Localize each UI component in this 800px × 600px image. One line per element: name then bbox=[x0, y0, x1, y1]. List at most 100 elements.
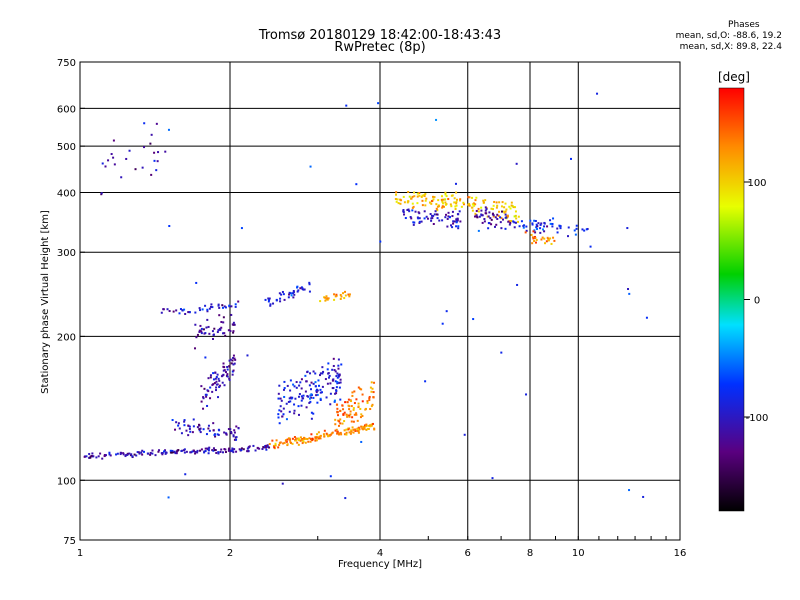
data-point bbox=[181, 309, 184, 312]
data-point bbox=[107, 159, 110, 162]
data-point bbox=[531, 236, 534, 239]
data-point bbox=[349, 432, 352, 435]
data-point bbox=[105, 454, 108, 457]
data-point bbox=[88, 452, 91, 455]
data-point bbox=[342, 413, 345, 416]
data-point bbox=[280, 399, 283, 402]
y-tick-label: 400 bbox=[57, 188, 76, 199]
data-point bbox=[288, 437, 291, 440]
data-point bbox=[530, 233, 533, 236]
data-point bbox=[487, 222, 490, 225]
data-point bbox=[490, 223, 493, 226]
data-point bbox=[207, 449, 210, 452]
data-point bbox=[459, 198, 462, 201]
data-point bbox=[164, 452, 167, 455]
data-point bbox=[408, 195, 411, 198]
data-point bbox=[433, 213, 436, 216]
data-point bbox=[223, 431, 226, 434]
data-point bbox=[482, 199, 485, 202]
data-point bbox=[151, 449, 154, 452]
data-point bbox=[346, 415, 349, 418]
data-point bbox=[112, 139, 115, 142]
data-point bbox=[288, 291, 291, 294]
data-point bbox=[297, 395, 300, 398]
data-point bbox=[228, 359, 231, 362]
data-point bbox=[535, 238, 538, 241]
data-point bbox=[403, 213, 406, 216]
data-point bbox=[234, 303, 237, 306]
data-point bbox=[407, 200, 410, 203]
data-point bbox=[300, 404, 303, 407]
data-point bbox=[496, 213, 499, 216]
data-point bbox=[502, 218, 505, 221]
data-point bbox=[319, 398, 322, 401]
data-point bbox=[211, 383, 214, 386]
data-point bbox=[456, 219, 459, 222]
data-point bbox=[536, 225, 539, 228]
data-point bbox=[128, 149, 131, 152]
data-point bbox=[569, 157, 572, 160]
data-point bbox=[167, 128, 170, 131]
data-point bbox=[196, 449, 199, 452]
data-point bbox=[444, 216, 447, 219]
data-point bbox=[230, 430, 233, 433]
data-point bbox=[495, 206, 498, 209]
data-point bbox=[452, 222, 455, 225]
data-point bbox=[354, 429, 357, 432]
data-point bbox=[337, 373, 340, 376]
data-point bbox=[525, 393, 528, 396]
data-point bbox=[396, 198, 399, 201]
data-point bbox=[332, 364, 335, 367]
data-point bbox=[215, 451, 218, 454]
data-point bbox=[535, 223, 538, 226]
data-point bbox=[217, 377, 220, 380]
data-point bbox=[280, 293, 283, 296]
data-point bbox=[317, 379, 320, 382]
data-point bbox=[507, 220, 510, 223]
data-point bbox=[279, 397, 282, 400]
data-point bbox=[269, 303, 272, 306]
data-point bbox=[373, 381, 376, 384]
data-point bbox=[395, 200, 398, 203]
data-point bbox=[454, 208, 457, 211]
data-point bbox=[116, 452, 119, 455]
data-point bbox=[336, 430, 339, 433]
data-point bbox=[353, 413, 356, 416]
data-point bbox=[322, 433, 325, 436]
data-point bbox=[423, 194, 426, 197]
data-point bbox=[513, 221, 516, 224]
data-point bbox=[233, 357, 236, 360]
data-point bbox=[289, 389, 292, 392]
data-point bbox=[416, 192, 419, 195]
data-point bbox=[228, 377, 231, 380]
data-point bbox=[496, 204, 499, 207]
data-point bbox=[453, 201, 456, 204]
data-point bbox=[199, 431, 202, 434]
data-point bbox=[215, 383, 218, 386]
data-point bbox=[292, 383, 295, 386]
data-point bbox=[115, 453, 118, 456]
data-point bbox=[509, 221, 512, 224]
grid-lines bbox=[80, 62, 680, 540]
data-point bbox=[504, 213, 507, 216]
data-point bbox=[298, 393, 301, 396]
data-point bbox=[484, 206, 487, 209]
data-point bbox=[207, 424, 210, 427]
data-point bbox=[472, 202, 475, 205]
data-point bbox=[278, 422, 281, 425]
data-point bbox=[319, 372, 322, 375]
data-point bbox=[317, 437, 320, 440]
data-point bbox=[508, 205, 511, 208]
data-point bbox=[455, 218, 458, 221]
data-point bbox=[361, 427, 364, 430]
data-point bbox=[224, 448, 227, 451]
y-tick-label: 75 bbox=[63, 536, 76, 547]
data-point bbox=[198, 307, 201, 310]
data-point bbox=[292, 292, 295, 295]
data-point bbox=[208, 429, 211, 432]
data-point bbox=[252, 444, 255, 447]
data-point bbox=[539, 227, 542, 230]
data-point bbox=[348, 414, 351, 417]
y-tick-label: 200 bbox=[57, 332, 76, 343]
data-point bbox=[301, 442, 304, 445]
